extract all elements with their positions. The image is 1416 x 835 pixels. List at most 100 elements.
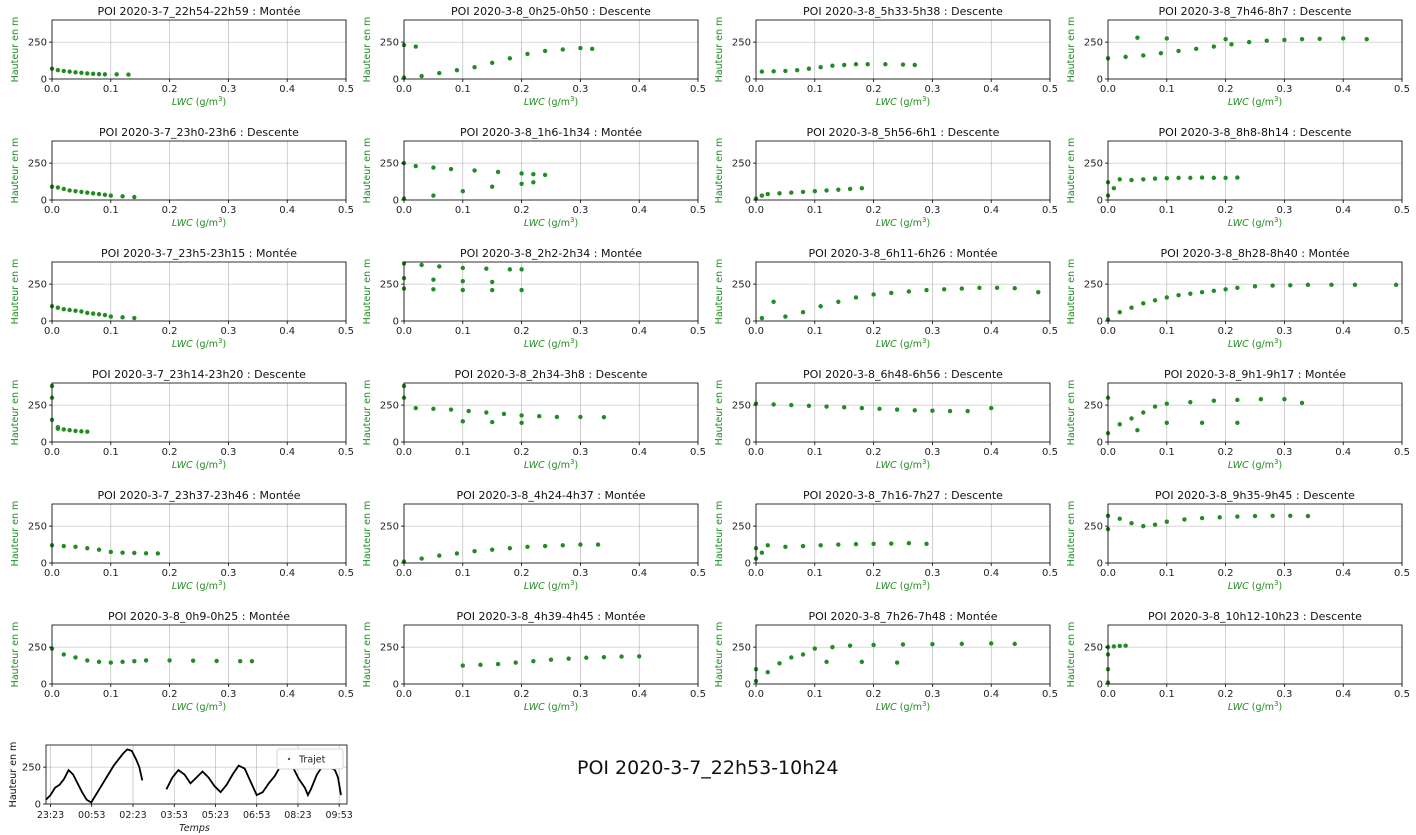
data-point [560, 47, 565, 52]
x-tick-label: 0.2 [514, 447, 530, 458]
data-point [1135, 35, 1140, 40]
x-axis-label-exp: 3 [570, 95, 574, 103]
x-axis-label-exp: 3 [218, 216, 222, 224]
x-axis-label: LWC (g/m3) [524, 95, 578, 108]
data-point [67, 188, 72, 193]
data-point [108, 549, 114, 555]
x-axis-label-var: LWC [524, 218, 548, 229]
data-point [1176, 175, 1181, 181]
axes-frame [403, 140, 699, 201]
data-point [1152, 298, 1158, 303]
x-tick-label: 0.4 [983, 689, 999, 700]
x-axis-label-exp: 3 [922, 216, 926, 224]
data-point [419, 262, 424, 268]
x-tick-label: 0.0 [396, 326, 412, 337]
data-point [484, 410, 489, 415]
axes-frame [403, 503, 699, 564]
y-tick-label: 0 [1097, 680, 1103, 691]
data-point [1199, 290, 1205, 295]
data-point [771, 299, 776, 305]
data-point [73, 655, 78, 660]
data-point [1012, 641, 1017, 647]
data-point [619, 654, 624, 659]
y-axis-label: Hauteur en m [8, 742, 19, 808]
data-point [519, 287, 524, 293]
x-tick-label: 0.0 [396, 568, 412, 579]
x-tick-label: 0.1 [1159, 205, 1175, 216]
x-tick-label: 0.4 [1335, 447, 1351, 458]
axes-frame [755, 140, 1051, 201]
x-axis-label: LWC (g/m3) [876, 95, 930, 108]
panel-title: POI 2020-3-8_4h24-4h37 : Montée [456, 489, 645, 502]
y-tick-label: 250 [380, 38, 399, 49]
panel-title: POI 2020-3-8_4h39-4h45 : Montée [456, 610, 645, 623]
data-point [771, 69, 776, 74]
data-point [249, 658, 255, 664]
data-point [759, 69, 765, 74]
x-tick-label: 0.4 [983, 326, 999, 337]
trajectory-line-segment [165, 758, 342, 798]
x-tick-label: 0.2 [1218, 205, 1234, 216]
y-tick-label: 250 [22, 763, 41, 774]
y-axis-label: Hauteur en m [1066, 138, 1077, 204]
panel-title: POI 2020-3-7_23h37-23h46 : Montée [97, 489, 300, 502]
x-tick-label: 0.4 [279, 568, 295, 579]
scatter-panel-6: 0.0 0.1 0.2 0.3 0.4 0.5 0 250 POI 2020-3-8_0h9-0… [10, 610, 354, 713]
x-tick-label: 0.4 [1335, 84, 1351, 95]
x-axis-label-var: LWC [876, 218, 900, 229]
data-point [1164, 420, 1170, 426]
x-tick-label: 0.2 [866, 205, 882, 216]
x-tick-label: 0.5 [1394, 326, 1410, 337]
x-tick-label: 0.4 [983, 568, 999, 579]
data-point [818, 65, 823, 70]
y-tick-label: 250 [28, 522, 47, 533]
data-point [1117, 177, 1122, 182]
data-point [96, 659, 102, 665]
x-axis-label-var: LWC [172, 702, 196, 713]
x-axis-label-unit: (g/m [900, 460, 922, 471]
x-tick-label: 0.0 [396, 84, 412, 95]
x-tick-label: 0.0 [44, 326, 60, 337]
x-tick-label: 0.2 [162, 326, 178, 337]
x-tick-label: 0.1 [455, 568, 471, 579]
data-point [1117, 516, 1122, 521]
data-point [85, 546, 90, 551]
x-tick-label: 0.1 [455, 689, 471, 700]
y-tick-label: 0 [745, 317, 751, 328]
data-point [1164, 175, 1170, 181]
data-point [490, 184, 495, 189]
panel-title: POI 2020-3-8_10h12-10h23 : Descente [1148, 610, 1362, 623]
x-tick-label: 0.5 [338, 689, 354, 700]
x-axis-label-exp: 3 [218, 458, 222, 466]
y-tick-label: 250 [380, 280, 399, 291]
data-point [806, 66, 812, 71]
x-tick-label: 0.0 [748, 84, 764, 95]
y-tick-label: 0 [41, 438, 47, 449]
x-axis-label-var: LWC [524, 97, 548, 108]
data-point [894, 660, 900, 665]
scatter-panel-5: 0.0 0.1 0.2 0.3 0.4 0.5 0 250 POI 2020-3-7_23h37… [10, 489, 354, 592]
data-point [501, 411, 507, 417]
x-tick-label: 0.3 [220, 326, 236, 337]
x-axis-label-var: LWC [524, 460, 548, 471]
y-axis-label: Hauteur en m [1066, 17, 1077, 83]
data-point [85, 190, 90, 195]
x-tick-label: 0.4 [1335, 568, 1351, 579]
x-tick-label: 06:53 [243, 810, 270, 821]
data-point [1282, 397, 1287, 402]
data-point [55, 67, 61, 73]
x-axis-label-unit-end: ) [222, 339, 226, 350]
x-axis-label: LWC (g/m3) [876, 337, 930, 350]
data-point [1270, 283, 1275, 288]
data-point [941, 287, 947, 292]
data-point [1117, 309, 1122, 315]
y-axis-label: Hauteur en m [10, 259, 21, 325]
data-point [1288, 283, 1293, 288]
legend-marker [287, 757, 291, 761]
data-point [542, 48, 548, 54]
x-axis-label-unit: (g/m [196, 218, 218, 229]
x-axis-label-unit: (g/m [900, 702, 922, 713]
x-tick-label: 0.2 [514, 205, 530, 216]
data-point [554, 414, 560, 420]
